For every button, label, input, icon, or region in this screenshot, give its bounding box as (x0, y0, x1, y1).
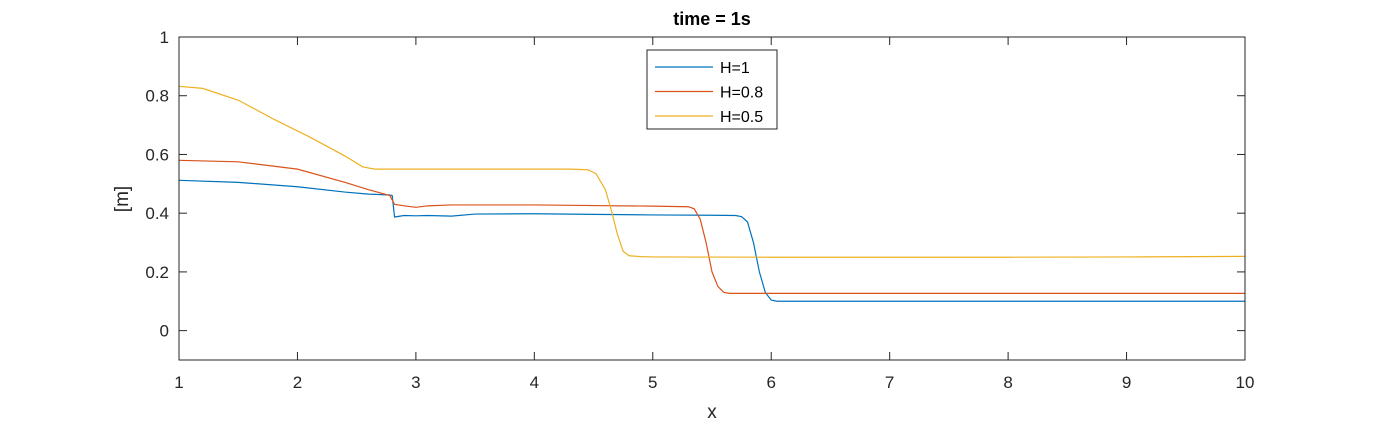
legend[interactable]: H=1 H=0.8 H=0.5 (646, 49, 778, 130)
series-layer (178, 85, 1246, 302)
x-tick-label: 8 (1003, 373, 1012, 392)
series-line-2 (178, 159, 1245, 294)
x-tick-label: 7 (885, 373, 894, 392)
x-tick-label: 2 (293, 373, 302, 392)
plot-box (178, 36, 1246, 361)
legend-label-3: H=0.5 (720, 109, 763, 126)
y-tick-label: 0.2 (145, 263, 169, 282)
chart-title: time = 1s (673, 9, 751, 29)
y-tick-label: 0.4 (145, 204, 169, 223)
series-line-1 (178, 179, 1245, 302)
x-axis-label: x (707, 402, 717, 423)
x-tick-label: 3 (411, 373, 420, 392)
x-tick-label: 4 (530, 373, 539, 392)
y-tick-label: 0.6 (145, 145, 169, 164)
y-tick-label: 0 (160, 322, 169, 341)
x-tick-label: 5 (648, 373, 657, 392)
x-tick-label: 6 (766, 373, 775, 392)
legend-label-1: H=1 (720, 60, 750, 77)
ticks-layer: 1 2 3 4 5 6 7 8 9 10 0 0.2 0.4 0.6 0.8 1 (145, 28, 1254, 392)
y-axis-label: [m] (112, 186, 133, 212)
y-tick-label: 0.8 (145, 87, 169, 106)
series-line-3 (178, 85, 1246, 258)
y-tick-label: 1 (160, 28, 169, 47)
x-tick-label: 1 (174, 373, 183, 392)
x-tick-label: 9 (1122, 373, 1131, 392)
x-tick-label: 10 (1236, 373, 1255, 392)
legend-label-2: H=0.8 (720, 85, 763, 102)
